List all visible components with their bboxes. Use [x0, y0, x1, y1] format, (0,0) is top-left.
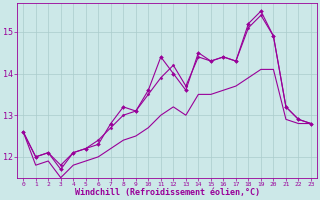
X-axis label: Windchill (Refroidissement éolien,°C): Windchill (Refroidissement éolien,°C) [75, 188, 260, 197]
